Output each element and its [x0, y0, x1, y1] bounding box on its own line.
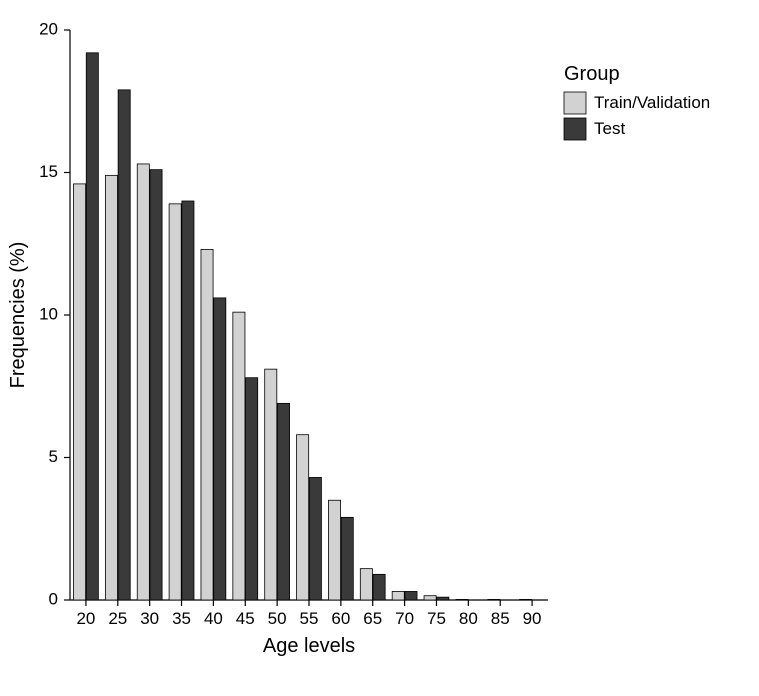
bar: [214, 298, 226, 600]
x-axis-label: Age levels: [263, 635, 355, 657]
legend-swatch: [564, 92, 586, 114]
y-tick-label: 10: [39, 304, 58, 323]
bar: [137, 164, 149, 600]
x-tick-label: 60: [331, 609, 350, 628]
bar: [105, 175, 117, 600]
legend-label: Test: [594, 119, 625, 138]
bar: [182, 201, 194, 600]
bar: [86, 53, 98, 600]
x-tick-label: 35: [172, 609, 191, 628]
bar: [74, 184, 86, 600]
y-axis-label: Frequencies (%): [7, 242, 29, 389]
y-tick-label: 0: [49, 589, 58, 608]
x-tick-label: 80: [459, 609, 478, 628]
legend-label: Train/Validation: [594, 93, 710, 112]
legend-title: Group: [564, 63, 620, 85]
bar: [456, 599, 468, 600]
bar: [201, 249, 213, 600]
y-tick-label: 15: [39, 162, 58, 181]
bar: [424, 596, 436, 600]
x-tick-label: 30: [140, 609, 159, 628]
legend-swatch: [564, 118, 586, 140]
bar: [150, 170, 162, 600]
bar: [328, 500, 340, 600]
x-tick-label: 75: [427, 609, 446, 628]
bar: [392, 591, 404, 600]
x-tick-label: 90: [523, 609, 542, 628]
x-tick-label: 50: [268, 609, 287, 628]
bar: [265, 369, 277, 600]
bar: [233, 312, 245, 600]
bar: [373, 574, 385, 600]
bar: [169, 204, 181, 600]
bar: [118, 90, 130, 600]
bar: [437, 597, 449, 600]
bar: [246, 378, 258, 600]
x-tick-label: 40: [204, 609, 223, 628]
bar: [360, 569, 372, 600]
age-frequency-chart: 0 5 10 15 20 Frequencies (%) 20 25 30 35 40 45 50 55 6…: [0, 0, 759, 696]
x-tick-label: 25: [108, 609, 127, 628]
x-tick-label: 65: [363, 609, 382, 628]
bar: [297, 435, 309, 600]
bar: [341, 517, 353, 600]
chart-svg: 0 5 10 15 20 Frequencies (%) 20 25 30 35 40 45 50 55 6…: [0, 0, 759, 696]
y-tick-label: 20: [39, 19, 58, 38]
bar: [405, 591, 417, 600]
x-tick-label: 20: [76, 609, 95, 628]
bar: [488, 599, 500, 600]
bar: [309, 477, 321, 600]
bar: [520, 599, 532, 600]
y-tick-label: 5: [49, 447, 58, 466]
x-tick-label: 70: [395, 609, 414, 628]
bar: [277, 403, 289, 600]
x-tick-label: 55: [300, 609, 319, 628]
x-tick-label: 85: [491, 609, 510, 628]
x-tick-label: 45: [236, 609, 255, 628]
